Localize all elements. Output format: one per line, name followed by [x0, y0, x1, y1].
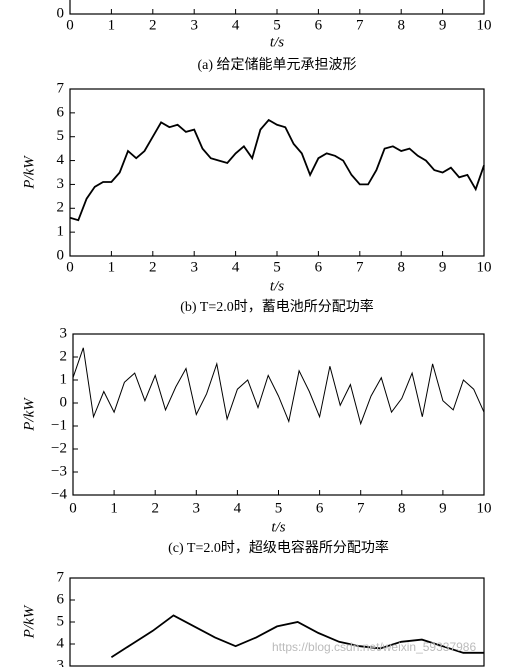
y-tick-label: 5 — [57, 613, 65, 629]
x-tick-label: 0 — [66, 17, 74, 33]
x-tick-label: 9 — [439, 259, 447, 275]
x-tick-label: 3 — [190, 259, 198, 275]
x-tick-label: 10 — [477, 17, 492, 33]
x-axis-label: t/s — [270, 278, 284, 294]
y-axis-label: P/kW — [21, 155, 37, 190]
y-tick-label: −2 — [51, 440, 67, 456]
x-tick-label: 6 — [315, 259, 323, 275]
y-tick-label: 4 — [57, 635, 65, 651]
y-tick-label: 4 — [57, 152, 65, 168]
x-tick-label: 4 — [232, 17, 240, 33]
y-tick-label: 0 — [60, 394, 68, 410]
data-line — [72, 347, 485, 426]
y-tick-label: 0 — [57, 247, 65, 263]
x-tick-label: 8 — [397, 17, 405, 33]
x-tick-label: 10 — [477, 500, 492, 516]
data-line — [69, 118, 485, 222]
y-tick-label: 0 — [57, 5, 65, 21]
x-tick-label: 6 — [316, 500, 324, 516]
x-axis-label: t/s — [270, 34, 284, 50]
x-tick-label: 2 — [149, 17, 157, 33]
y-tick-label: 3 — [57, 176, 65, 192]
y-tick-label: 7 — [57, 80, 65, 96]
x-tick-label: 4 — [232, 259, 240, 275]
y-tick-label: 2 — [57, 200, 65, 216]
x-tick-label: 7 — [357, 500, 365, 516]
x-tick-label: 7 — [356, 17, 364, 33]
y-tick-label: 7 — [57, 569, 65, 585]
x-tick-label: 9 — [439, 500, 447, 516]
plot-frame — [69, 88, 485, 257]
y-tick-label: 5 — [57, 128, 65, 144]
y-tick-label: 6 — [57, 591, 65, 607]
x-tick-label: 6 — [315, 17, 323, 33]
y-tick-label: −3 — [51, 463, 67, 479]
x-tick-label: 2 — [149, 259, 157, 275]
caption: (a) 给定储能单元承担波形 — [197, 57, 356, 73]
y-tick-label: 1 — [60, 371, 68, 387]
caption: (c) T=2.0时，超级电容器所分配功率 — [168, 539, 389, 556]
y-tick-label: −4 — [51, 486, 67, 502]
y-tick-label: 3 — [57, 657, 65, 667]
x-tick-label: 4 — [234, 500, 242, 516]
y-tick-label: 6 — [57, 104, 65, 120]
x-tick-label: 9 — [439, 17, 447, 33]
x-tick-label: 8 — [397, 259, 405, 275]
x-tick-label: 7 — [356, 259, 364, 275]
x-tick-label: 5 — [273, 17, 281, 33]
x-tick-label: 5 — [273, 259, 281, 275]
y-tick-label: 1 — [57, 224, 65, 240]
caption: (b) T=2.0时，蓄电池所分配功率 — [180, 298, 374, 315]
x-axis-label: t/s — [271, 519, 285, 535]
y-axis-label: P/kW — [21, 604, 37, 639]
x-tick-label: 2 — [151, 500, 159, 516]
x-tick-label: 10 — [477, 259, 492, 275]
y-axis-label: P/kW — [21, 397, 37, 432]
x-tick-label: 3 — [193, 500, 201, 516]
x-tick-label: 1 — [108, 259, 116, 275]
y-tick-label: 3 — [60, 325, 68, 341]
x-tick-label: 1 — [108, 17, 116, 33]
x-tick-label: 3 — [190, 17, 198, 33]
x-tick-label: 1 — [110, 500, 118, 516]
x-tick-label: 8 — [398, 500, 406, 516]
data-line — [110, 614, 484, 658]
y-tick-label: −1 — [51, 417, 67, 433]
watermark: https://blog.csdn.net/weixin_59337986 — [272, 640, 476, 654]
x-tick-label: 0 — [66, 259, 74, 275]
x-tick-label: 5 — [275, 500, 283, 516]
x-tick-label: 0 — [69, 500, 77, 516]
y-tick-label: 2 — [60, 348, 68, 364]
